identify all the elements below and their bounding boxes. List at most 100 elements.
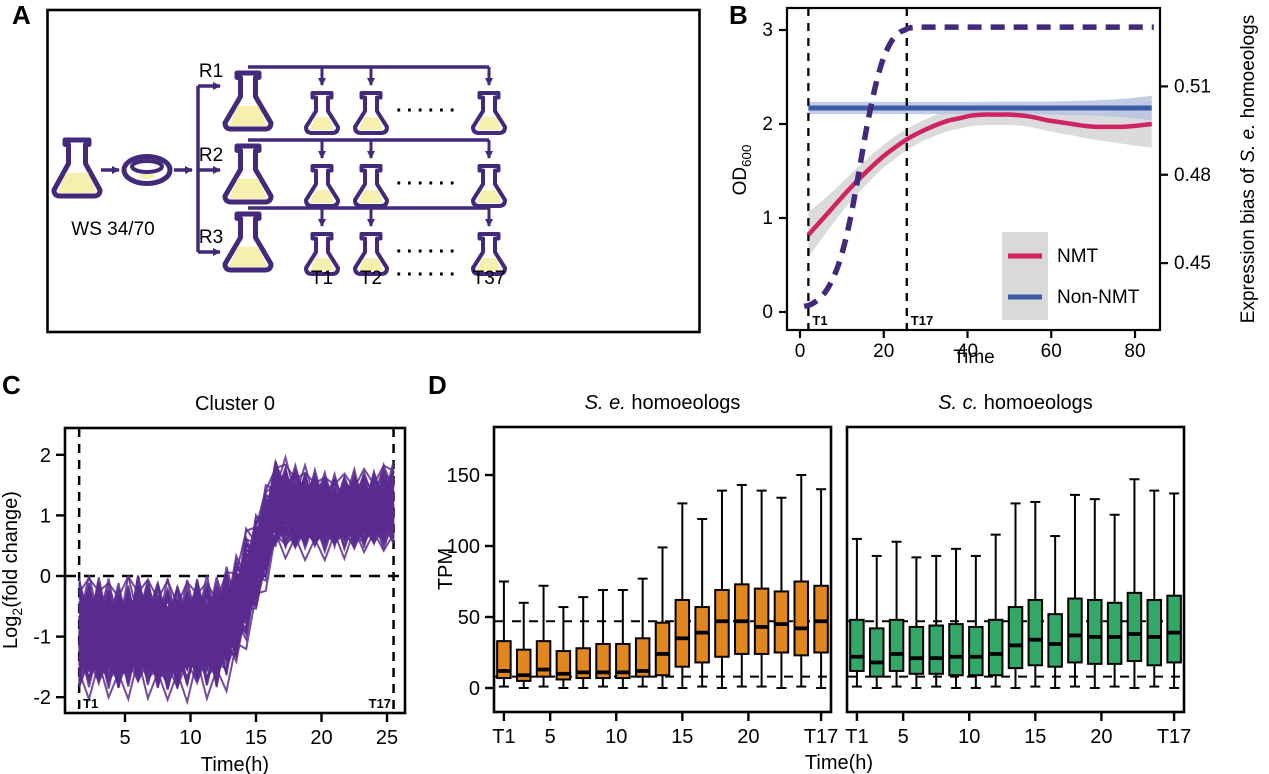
boxplot <box>634 577 651 688</box>
boxplot <box>694 518 710 688</box>
y-axis-label-left: OD600 <box>730 145 754 196</box>
ellipsis-dots: ······ <box>396 173 460 195</box>
y-axis-label-right: Expression bias of S. e. homoeologs <box>1238 15 1259 323</box>
x-axis-label: Time(h) <box>805 752 873 774</box>
boxplot <box>654 546 671 689</box>
boxplot <box>515 601 532 689</box>
panel-label-b: B <box>729 0 748 30</box>
ellipsis-dots: ······ <box>396 241 460 263</box>
box <box>793 580 810 657</box>
panel-d-boxplots-chart: T1 5 10 15 20 T17 S. e. homoeologs 0 50 100 150 TPM… <box>435 392 1191 774</box>
boxplot <box>535 584 552 688</box>
box <box>1047 613 1063 668</box>
replicate-label: R3 <box>199 227 223 248</box>
box <box>813 584 829 654</box>
flask-icon <box>471 164 507 208</box>
boxplot <box>1146 489 1163 688</box>
boxplot <box>888 540 905 688</box>
x-tick-label: 20 <box>310 727 332 749</box>
box <box>515 648 532 682</box>
panel-a-frame <box>46 8 701 334</box>
boxplot <box>948 547 964 689</box>
timepoint-label: T2 <box>360 268 382 289</box>
box <box>948 623 964 677</box>
replicate-label: R2 <box>199 145 223 166</box>
box <box>888 618 905 672</box>
flask-liquid <box>477 258 501 271</box>
box <box>496 640 512 680</box>
flask-icon <box>222 211 274 273</box>
y-tick-label: 2 <box>40 445 51 467</box>
flask-liquid <box>310 190 334 203</box>
x-tick-label: 15 <box>1024 726 1046 748</box>
gene-trajectory-line <box>78 504 395 678</box>
boxplot <box>1106 513 1123 688</box>
box <box>987 618 1004 677</box>
boxplot <box>813 488 829 689</box>
boxplot <box>987 533 1004 688</box>
box <box>694 606 710 664</box>
y-tick-label: -2 <box>33 687 51 709</box>
y-tick-label-right: 0.48 <box>1174 165 1211 186</box>
flask-liquid <box>229 178 267 199</box>
boxplot <box>1087 498 1103 689</box>
box <box>849 618 865 672</box>
replicate-label: R1 <box>199 61 223 82</box>
boxplot <box>1067 493 1083 688</box>
ellipsis-dots: ······ <box>396 264 460 286</box>
box <box>615 642 631 680</box>
y-tick-label-left: 0 <box>762 302 773 323</box>
x-tick-label: 25 <box>376 727 398 749</box>
flask-icon <box>51 137 103 199</box>
box <box>734 583 750 655</box>
gene-trajectory-line <box>78 468 395 625</box>
chart-title: Cluster 0 <box>195 393 275 415</box>
boxplot <box>714 489 730 689</box>
flask-liquid <box>229 246 267 267</box>
flask-liquid <box>229 105 267 126</box>
x-tick-label: 60 <box>1041 341 1062 362</box>
y-tick-label: 150 <box>447 465 480 487</box>
box <box>753 587 770 655</box>
y-tick-label: 0 <box>40 566 51 588</box>
chart-title: S. c. homoeologs <box>938 392 1093 414</box>
flask-liquid <box>477 190 501 203</box>
x-tick-label: 5 <box>119 727 130 749</box>
gene-trajectory-line <box>78 464 395 638</box>
box <box>714 589 730 658</box>
legend: NMT Non-NMT <box>1002 232 1140 320</box>
legend-label: Non-NMT <box>1057 287 1140 308</box>
boxplot <box>615 589 631 689</box>
y-tick-label: 0 <box>469 678 480 700</box>
boxplot <box>496 580 512 688</box>
box <box>1126 591 1143 663</box>
gene-trajectory-line <box>78 506 395 686</box>
flask-liquid <box>359 190 383 203</box>
boxplot <box>849 537 865 688</box>
y-tick-label: -1 <box>33 627 51 649</box>
y-tick-label: 100 <box>447 536 480 558</box>
petri-dish-icon <box>121 154 173 186</box>
box <box>1087 598 1103 665</box>
legend-label: NMT <box>1057 246 1099 267</box>
boxplot <box>968 554 984 689</box>
x-tick-label: T17 <box>1157 726 1191 748</box>
flask-liquid <box>477 117 501 130</box>
boxplot <box>868 554 885 689</box>
x-tick-label: 40 <box>957 341 978 362</box>
boxplot <box>1027 500 1044 688</box>
box <box>1007 606 1024 670</box>
confidence-band <box>808 100 1152 258</box>
x-tick-label: 10 <box>958 726 980 748</box>
chart-title: S. e. homoeologs <box>585 392 741 414</box>
y-tick-label: 50 <box>458 607 480 629</box>
panel-a-experiment-diagram: R1 ······ R2 ······ R3 ······ T1 T2 T37 ······ WS … <box>46 8 701 334</box>
timepoint-annotation: T1 <box>812 313 827 328</box>
y-axis-label: TPM <box>435 548 457 590</box>
boxplot <box>928 554 944 688</box>
timepoint-annotation: T17 <box>369 696 391 711</box>
boxplot <box>575 596 591 689</box>
plot-frame <box>785 6 1162 332</box>
x-tick-label: 15 <box>671 726 693 748</box>
legend-background <box>1002 232 1048 320</box>
